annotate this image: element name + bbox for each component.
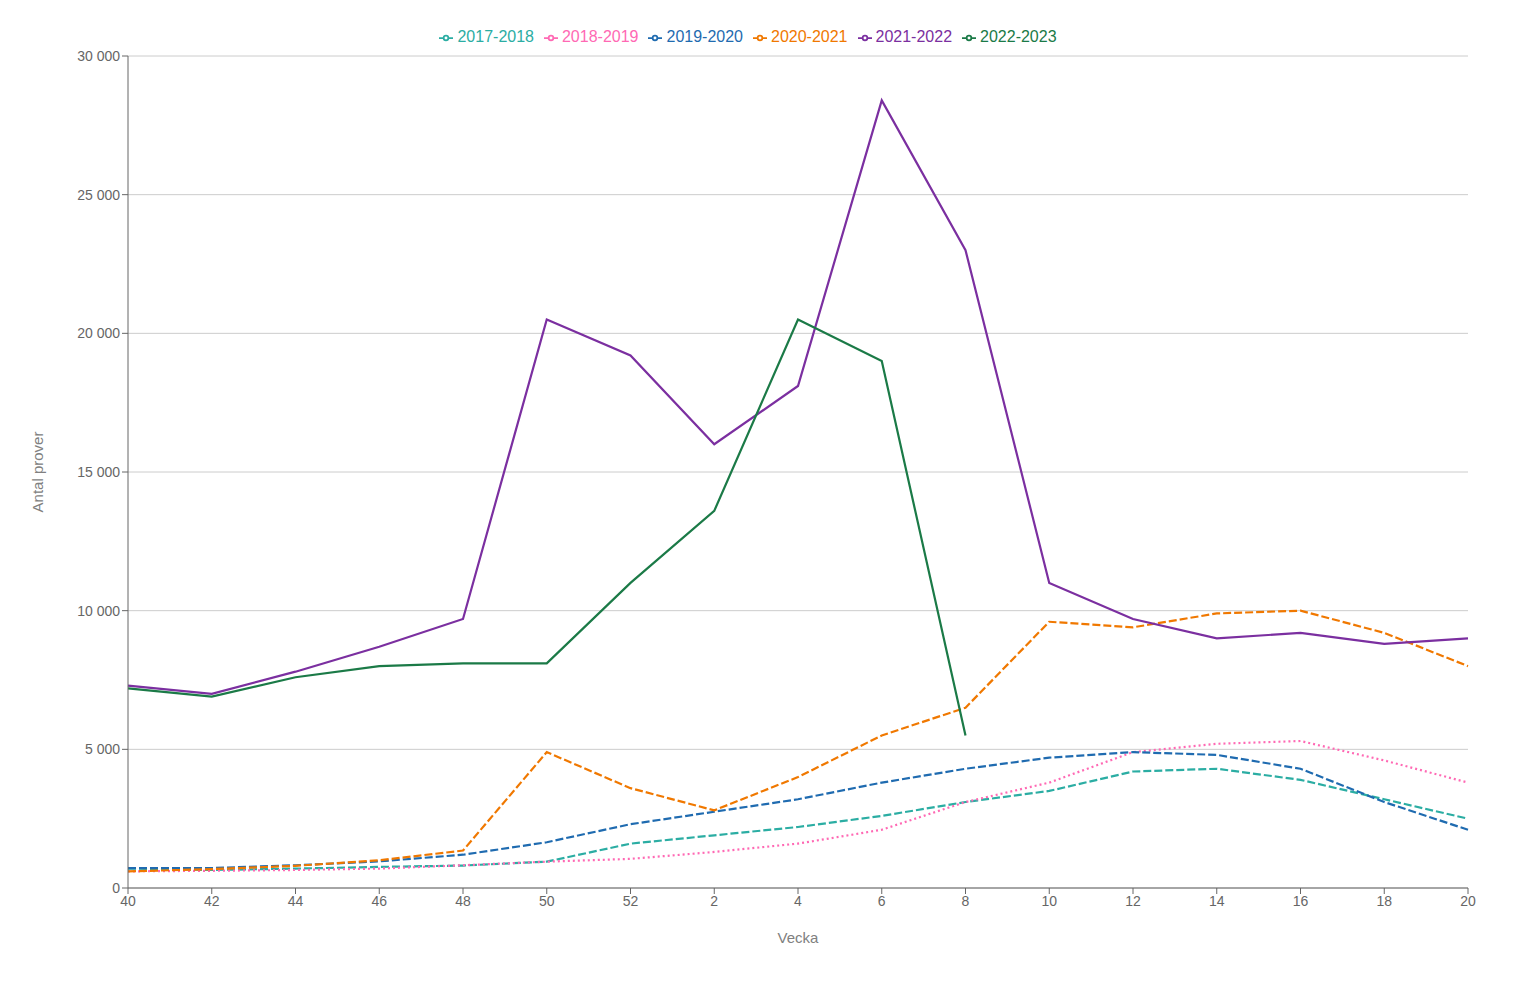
- svg-text:8: 8: [962, 893, 970, 909]
- html-text:2022-2023: 2022-2023: [980, 28, 1057, 45]
- svg-text:25 000: 25 000: [77, 187, 120, 203]
- svg-text:42: 42: [204, 893, 220, 909]
- svg-text:10 000: 10 000: [77, 603, 120, 619]
- svg-text:18: 18: [1376, 893, 1392, 909]
- html-text:2020-2021: 2020-2021: [771, 28, 848, 45]
- svg-text:44: 44: [288, 893, 304, 909]
- svg-text:52: 52: [623, 893, 639, 909]
- svg-text:4: 4: [794, 893, 802, 909]
- svg-text:16: 16: [1293, 893, 1309, 909]
- html-text:2021-2022: 2021-2022: [875, 28, 952, 45]
- svg-text:10: 10: [1041, 893, 1057, 909]
- html-text:2019-2020: 2019-2020: [666, 28, 743, 45]
- svg-text:48: 48: [455, 893, 471, 909]
- svg-text:15 000: 15 000: [77, 464, 120, 480]
- svg-text:20 000: 20 000: [77, 325, 120, 341]
- svg-text:20: 20: [1460, 893, 1476, 909]
- svg-text:2: 2: [710, 893, 718, 909]
- svg-text:12: 12: [1125, 893, 1141, 909]
- svg-text:14: 14: [1209, 893, 1225, 909]
- svg-text:Vecka: Vecka: [778, 929, 820, 946]
- svg-text:30 000: 30 000: [77, 48, 120, 64]
- svg-text:6: 6: [878, 893, 886, 909]
- svg-text:Antal prover: Antal prover: [29, 432, 46, 513]
- svg-text:50: 50: [539, 893, 555, 909]
- svg-text:40: 40: [120, 893, 136, 909]
- html-text:2017-2018: 2017-2018: [457, 28, 534, 45]
- html-text:2018-2019: 2018-2019: [562, 28, 639, 45]
- svg-text:46: 46: [371, 893, 387, 909]
- svg-text:5 000: 5 000: [85, 741, 120, 757]
- svg-text:0: 0: [112, 880, 120, 896]
